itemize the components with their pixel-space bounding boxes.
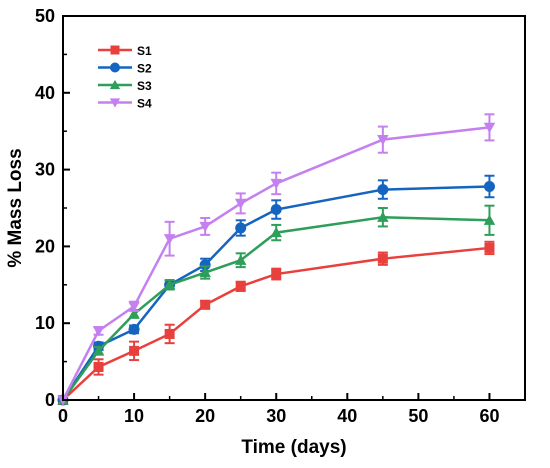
square-marker bbox=[235, 281, 246, 292]
square-marker bbox=[110, 45, 120, 55]
circle-marker bbox=[377, 184, 389, 196]
circle-marker bbox=[199, 259, 211, 271]
triangle-down-marker bbox=[92, 326, 105, 337]
series-S4 bbox=[57, 113, 496, 406]
triangle-up-marker bbox=[92, 345, 105, 356]
triangle-down-marker bbox=[199, 221, 211, 233]
triangle-up-marker bbox=[163, 279, 176, 290]
triangle-down-marker bbox=[377, 135, 389, 146]
legend-item-S2: S2 bbox=[98, 62, 152, 76]
y-tick-label: 0 bbox=[45, 390, 55, 410]
circle-marker bbox=[270, 204, 282, 216]
x-tick-label: 60 bbox=[479, 406, 499, 426]
triangle-up-marker bbox=[199, 266, 211, 278]
legend-item-S1: S1 bbox=[98, 44, 152, 58]
circle-marker bbox=[235, 222, 247, 234]
legend-label: S1 bbox=[137, 44, 152, 58]
y-tick-label: 50 bbox=[35, 6, 55, 26]
legend-label: S2 bbox=[137, 62, 152, 76]
square-marker bbox=[200, 299, 211, 310]
triangle-down-marker bbox=[109, 98, 121, 108]
series-line bbox=[61, 215, 490, 401]
x-tick-label: 30 bbox=[266, 406, 286, 426]
legend-label: S4 bbox=[137, 97, 152, 111]
series-line bbox=[61, 126, 490, 401]
y-tick-label: 30 bbox=[35, 160, 55, 180]
plot-marks bbox=[57, 113, 496, 406]
legend-item-S3: S3 bbox=[98, 79, 152, 93]
triangle-up-marker bbox=[377, 211, 389, 222]
triangle-down-marker bbox=[128, 301, 140, 313]
series-S1 bbox=[58, 240, 495, 405]
triangle-down-marker bbox=[270, 178, 282, 190]
square-marker bbox=[93, 361, 104, 372]
circle-marker bbox=[483, 180, 495, 192]
triangle-down-marker bbox=[483, 122, 496, 134]
series-S2 bbox=[57, 174, 495, 406]
triangle-up-marker bbox=[270, 226, 282, 238]
triangle-up-marker bbox=[234, 254, 247, 265]
square-marker bbox=[129, 345, 140, 356]
series-S3 bbox=[57, 204, 496, 405]
x-tick-label: 20 bbox=[195, 406, 215, 426]
y-axis-title: % Mass Loss bbox=[5, 148, 26, 267]
circle-marker bbox=[110, 62, 120, 73]
legend-label: S3 bbox=[137, 79, 152, 93]
triangle-up-marker bbox=[483, 214, 496, 225]
square-marker bbox=[164, 328, 175, 339]
x-tick-label: 40 bbox=[337, 406, 357, 426]
legend-item-S4: S4 bbox=[98, 97, 152, 111]
triangle-up-marker bbox=[109, 79, 121, 90]
circle-marker bbox=[128, 323, 140, 335]
triangle-up-marker bbox=[128, 308, 140, 319]
triangle-down-marker bbox=[234, 198, 247, 210]
square-marker bbox=[271, 269, 282, 280]
y-tick-label: 40 bbox=[35, 83, 55, 103]
square-marker bbox=[377, 253, 388, 264]
x-tick-label: 50 bbox=[408, 406, 428, 426]
square-marker bbox=[484, 242, 495, 253]
y-tick-label: 10 bbox=[35, 313, 55, 333]
triangle-down-marker bbox=[163, 234, 176, 245]
x-tick-label: 0 bbox=[58, 406, 68, 426]
axis-ticks: 0 10 20 30 40 50 60 0 10 20 30 40 50 bbox=[35, 6, 500, 426]
x-tick-label: 10 bbox=[124, 406, 144, 426]
y-tick-label: 20 bbox=[35, 236, 55, 256]
legend: S1 S2 S3 S4 bbox=[98, 44, 152, 111]
x-axis-title: Time (days) bbox=[241, 437, 346, 458]
